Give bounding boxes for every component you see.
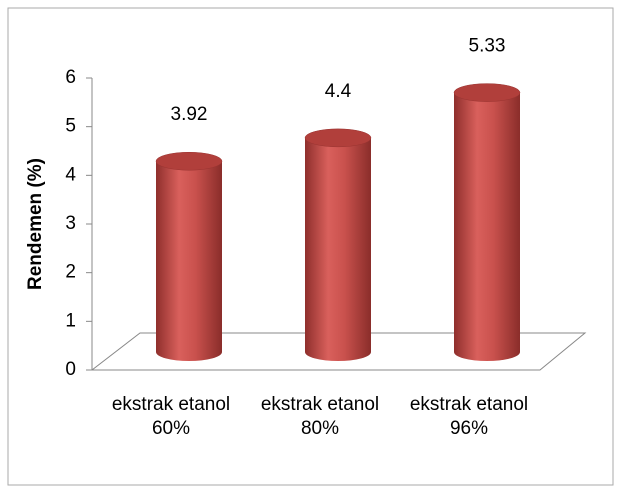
bar-top xyxy=(304,128,372,148)
chart-border xyxy=(7,7,614,486)
y-tick-label: 5 xyxy=(65,116,76,137)
y-tick-label: 3 xyxy=(65,213,76,234)
floor xyxy=(90,332,587,371)
x-tick-label: ekstrak etanol 96% xyxy=(409,394,529,439)
y-tick-label: 0 xyxy=(65,359,76,380)
y-tick-label: 6 xyxy=(65,67,76,88)
bar xyxy=(156,161,222,361)
bar-top xyxy=(155,151,223,171)
value-label: 3.92 xyxy=(171,104,208,125)
y-tick-label: 1 xyxy=(65,310,76,331)
bar xyxy=(454,92,520,362)
y-tick-label: 4 xyxy=(65,164,76,185)
y-tick-label: 2 xyxy=(65,262,76,283)
y-axis-label: Rendemen (%) xyxy=(25,158,46,290)
x-tick-label: ekstrak etanol 80% xyxy=(260,394,380,439)
value-label: 4.4 xyxy=(325,81,352,102)
x-tick-label: ekstrak etanol 60% xyxy=(111,394,231,439)
bar-top xyxy=(453,83,521,102)
bar xyxy=(305,137,371,361)
value-label: 5.33 xyxy=(469,36,506,57)
